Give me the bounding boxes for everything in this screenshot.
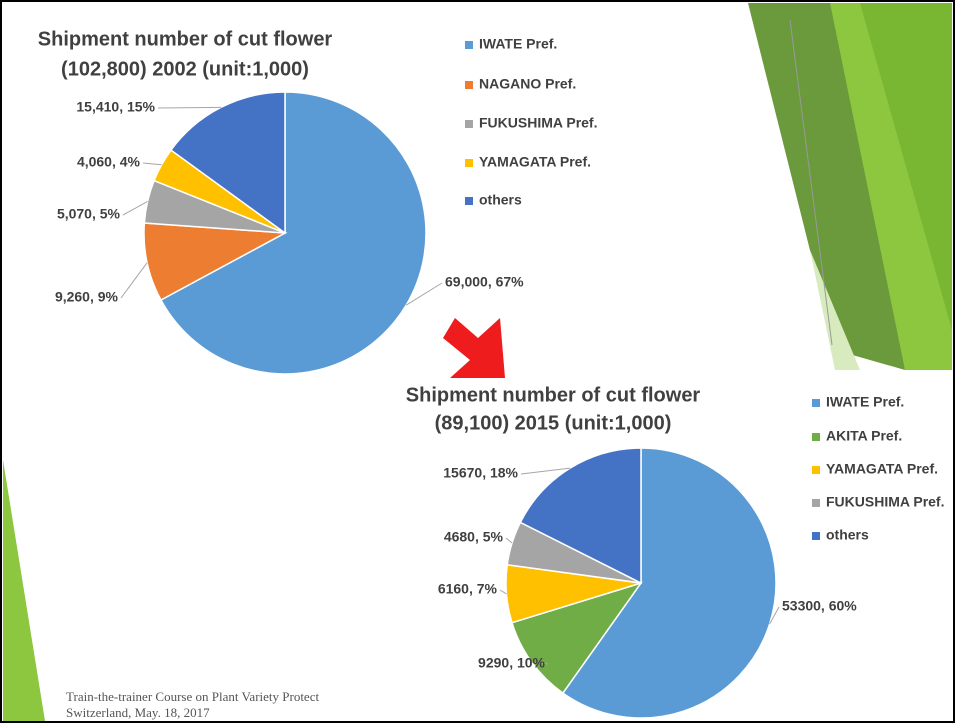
legend-marker bbox=[465, 159, 473, 167]
legend-marker bbox=[465, 197, 473, 205]
legend-marker bbox=[465, 41, 473, 49]
data-label: 15,410, 15% bbox=[76, 99, 155, 115]
legend-label: NAGANO Pref. bbox=[479, 76, 576, 92]
legend-label: AKITA Pref. bbox=[826, 428, 902, 444]
pie-slice bbox=[143, 222, 288, 302]
leader-line bbox=[499, 589, 507, 595]
leader-line bbox=[157, 106, 222, 109]
data-label: 6160, 7% bbox=[438, 581, 498, 597]
data-label: 4680, 5% bbox=[444, 529, 504, 545]
chart-subtitle: (102,800) 2002 (unit:1,000) bbox=[61, 58, 309, 80]
legend-marker bbox=[812, 399, 820, 407]
pie-slice bbox=[511, 581, 643, 695]
legend-marker bbox=[812, 532, 820, 540]
data-label: 4,060, 4% bbox=[77, 154, 141, 170]
legend-label: FUKUSHIMA Pref. bbox=[479, 115, 598, 131]
legend-label: IWATE Pref. bbox=[479, 36, 557, 52]
leader-line bbox=[769, 606, 780, 625]
decor-left bbox=[3, 460, 45, 721]
leader-line bbox=[120, 262, 148, 299]
chart-subtitle: (89,100) 2015 (unit:1,000) bbox=[435, 412, 672, 434]
data-label: 53300, 60% bbox=[782, 598, 857, 614]
legend-label: YAMAGATA Pref. bbox=[479, 154, 591, 170]
legend-label: IWATE Pref. bbox=[826, 394, 904, 410]
legend-label: others bbox=[826, 527, 869, 543]
legend-marker bbox=[812, 499, 820, 507]
legend-marker bbox=[812, 466, 820, 474]
leader-line bbox=[122, 200, 148, 216]
leader-line bbox=[405, 282, 443, 306]
leader-line bbox=[505, 537, 513, 544]
decor-mid bbox=[860, 3, 952, 330]
data-label: 9,260, 9% bbox=[55, 289, 119, 305]
data-label: 9290, 10% bbox=[478, 655, 545, 671]
chart-title: Shipment number of cut flower bbox=[406, 384, 701, 406]
data-label: 15670, 18% bbox=[443, 465, 518, 481]
legend-marker bbox=[465, 120, 473, 128]
leader-line bbox=[142, 162, 162, 166]
decor-line bbox=[789, 19, 833, 346]
footer-line: Train-the-trainer Course on Plant Variet… bbox=[66, 689, 319, 704]
chart-title: Shipment number of cut flower bbox=[38, 28, 333, 50]
pie-slice bbox=[159, 91, 427, 375]
legend-label: FUKUSHIMA Pref. bbox=[826, 494, 945, 510]
pie-slice bbox=[561, 447, 777, 719]
arrow bbox=[443, 318, 505, 378]
legend-label: others bbox=[479, 192, 522, 208]
data-label: 5,070, 5% bbox=[57, 206, 121, 222]
footer-line: Switzerland, May. 18, 2017 bbox=[66, 705, 210, 720]
leader-line bbox=[531, 661, 549, 665]
legend-marker bbox=[465, 81, 473, 89]
leader-line bbox=[520, 467, 571, 475]
legend-marker bbox=[812, 433, 820, 441]
legend-label: YAMAGATA Pref. bbox=[826, 461, 938, 477]
data-label: 69,000, 67% bbox=[445, 274, 524, 290]
decor-pale bbox=[810, 250, 860, 370]
